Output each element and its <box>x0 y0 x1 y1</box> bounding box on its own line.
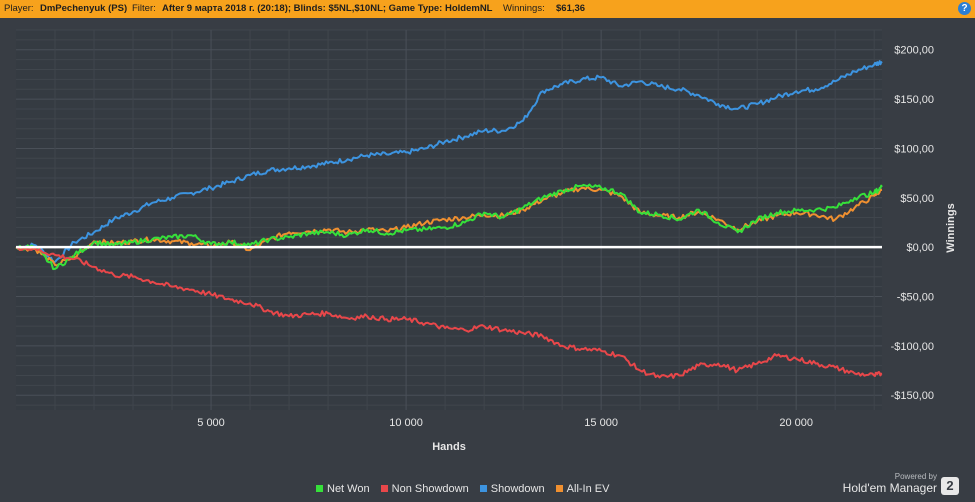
legend-swatch <box>316 485 323 492</box>
filter-value: After 9 марта 2018 г. (20:18); Blinds: $… <box>162 3 493 14</box>
x-axis-title: Hands <box>432 441 466 453</box>
legend-label: Non Showdown <box>391 483 469 495</box>
legend-item-non-showdown[interactable]: Non Showdown <box>380 483 469 495</box>
legend-label: Showdown <box>490 483 545 495</box>
x-tick-label: 5 000 <box>197 417 225 429</box>
chart-legend: Net Won Non Showdown Showdown All-In EV <box>316 483 617 495</box>
series-lines <box>15 60 883 379</box>
series-line-showdown <box>15 60 883 263</box>
x-axis: 5 000 10 000 15 000 20 000 <box>197 417 813 429</box>
y-tick-label: -$150,00 <box>891 390 934 402</box>
powered-by-text: Powered by <box>894 472 937 481</box>
winnings-value: $61,36 <box>556 3 586 14</box>
y-tick-label: $100,00 <box>894 143 934 155</box>
winnings-label: Winnings: <box>503 3 545 14</box>
legend-swatch <box>479 485 487 492</box>
series-line-all-in-ev <box>15 185 883 267</box>
player-value: DmPechenyuk (PS) <box>40 3 128 14</box>
filter-label: Filter: <box>132 3 156 14</box>
plot-area <box>16 30 882 410</box>
y-axis: $200,00 $150,00 $100,00 $50,00 $0,00 -$50,00 -… <box>891 45 934 402</box>
legend-swatch <box>380 485 388 492</box>
legend-item-all-in-ev[interactable]: All-In EV <box>555 483 610 495</box>
x-tick-label: 20 000 <box>779 417 813 429</box>
y-tick-label: $50,00 <box>900 193 934 205</box>
legend-label: All-In EV <box>566 483 610 495</box>
player-label: Player: <box>4 3 34 14</box>
legend-item-showdown[interactable]: Showdown <box>479 483 545 495</box>
y-tick-label: -$100,00 <box>891 341 934 353</box>
legend-label: Net Won <box>327 483 370 495</box>
series-line-net-won <box>15 183 883 271</box>
legend-item-net-won[interactable]: Net Won <box>316 483 370 495</box>
brand-name: Hold'em Manager <box>842 481 937 495</box>
y-tick-label: $200,00 <box>894 45 934 57</box>
help-icon[interactable]: ? <box>958 2 971 15</box>
y-tick-label: $150,00 <box>894 94 934 106</box>
x-tick-label: 15 000 <box>584 417 618 429</box>
series-line-non-showdown <box>15 245 883 379</box>
y-tick-label: $0,00 <box>906 242 934 254</box>
legend-swatch <box>555 485 563 492</box>
y-axis-title: Winnings <box>945 203 957 252</box>
hm2-logo-icon: 2 <box>941 477 959 495</box>
x-tick-label: 10 000 <box>389 417 423 429</box>
y-tick-label: -$50,00 <box>897 291 934 303</box>
filter-header-bar: Player: DmPechenyuk (PS) Filter: After 9… <box>0 0 975 18</box>
grid <box>16 29 882 410</box>
